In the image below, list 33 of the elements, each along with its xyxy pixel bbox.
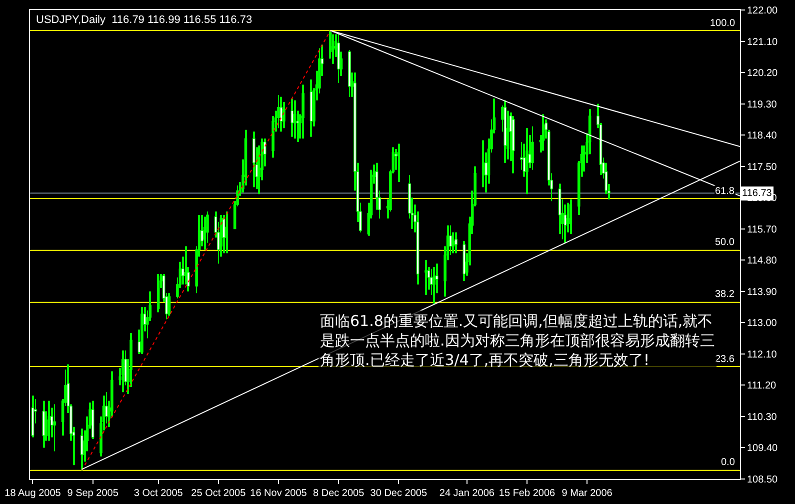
x-tick-label: 24 Jan 2006 <box>439 488 495 499</box>
ref-line-label: 61.8 <box>715 186 735 197</box>
y-tick-label: 115.70 <box>747 224 778 236</box>
y-tick-label: 118.40 <box>747 130 778 142</box>
x-tick-label: 8 Dec 2005 <box>313 488 365 499</box>
x-tick-label: 3 Oct 2005 <box>134 488 184 499</box>
y-tick-label: 121.10 <box>747 36 778 48</box>
y-tick-label: 114.80 <box>747 256 778 267</box>
x-tick-label: 25 Oct 2005 <box>191 488 246 499</box>
x-tick-label: 9 Sep 2005 <box>67 488 119 499</box>
x-tick-label: 30 Dec 2005 <box>370 488 428 499</box>
ref-line-label: 100.0 <box>710 18 736 29</box>
x-tick-label: 9 Mar 2006 <box>562 488 613 499</box>
y-tick-label: 110.30 <box>747 412 778 423</box>
y-tick-label: 119.30 <box>747 99 778 110</box>
chart-title: USDJPY,Daily 116.79 116.99 116.55 116.73 <box>36 14 252 26</box>
ref-line-label: 38.2 <box>715 289 735 300</box>
ref-line-label: 0.0 <box>721 457 736 468</box>
ref-line-label: 50.0 <box>715 237 735 248</box>
y-tick-label: 108.50 <box>747 474 778 486</box>
annotation: 面临61.8的重要位置.又可能回调,但幅度超过上轨的话,就不是跌一点半点的啦.因为对称三角形在顶部很容易形成翻转三角形顶.已经走了近3/4了,再不突破,三角形无效了! <box>320 312 715 369</box>
x-tick-label: 15 Feb 2006 <box>498 488 556 499</box>
y-tick-label: 112.10 <box>747 349 778 360</box>
y-tick-label: 120.20 <box>747 68 778 80</box>
y-tick-label: 117.50 <box>747 162 778 173</box>
y-tick-label: 113.00 <box>747 318 778 330</box>
y-tick-label: 109.40 <box>747 443 778 454</box>
y-tick-label: 111.20 <box>747 380 777 392</box>
y-tick-label: 122.00 <box>747 6 778 16</box>
x-tick-label: 16 Nov 2005 <box>250 488 308 499</box>
ref-line-label: 23.6 <box>715 354 735 365</box>
x-tick-label: 18 Aug 2005 <box>4 488 62 499</box>
y-tick-label: 113.90 <box>747 286 778 298</box>
